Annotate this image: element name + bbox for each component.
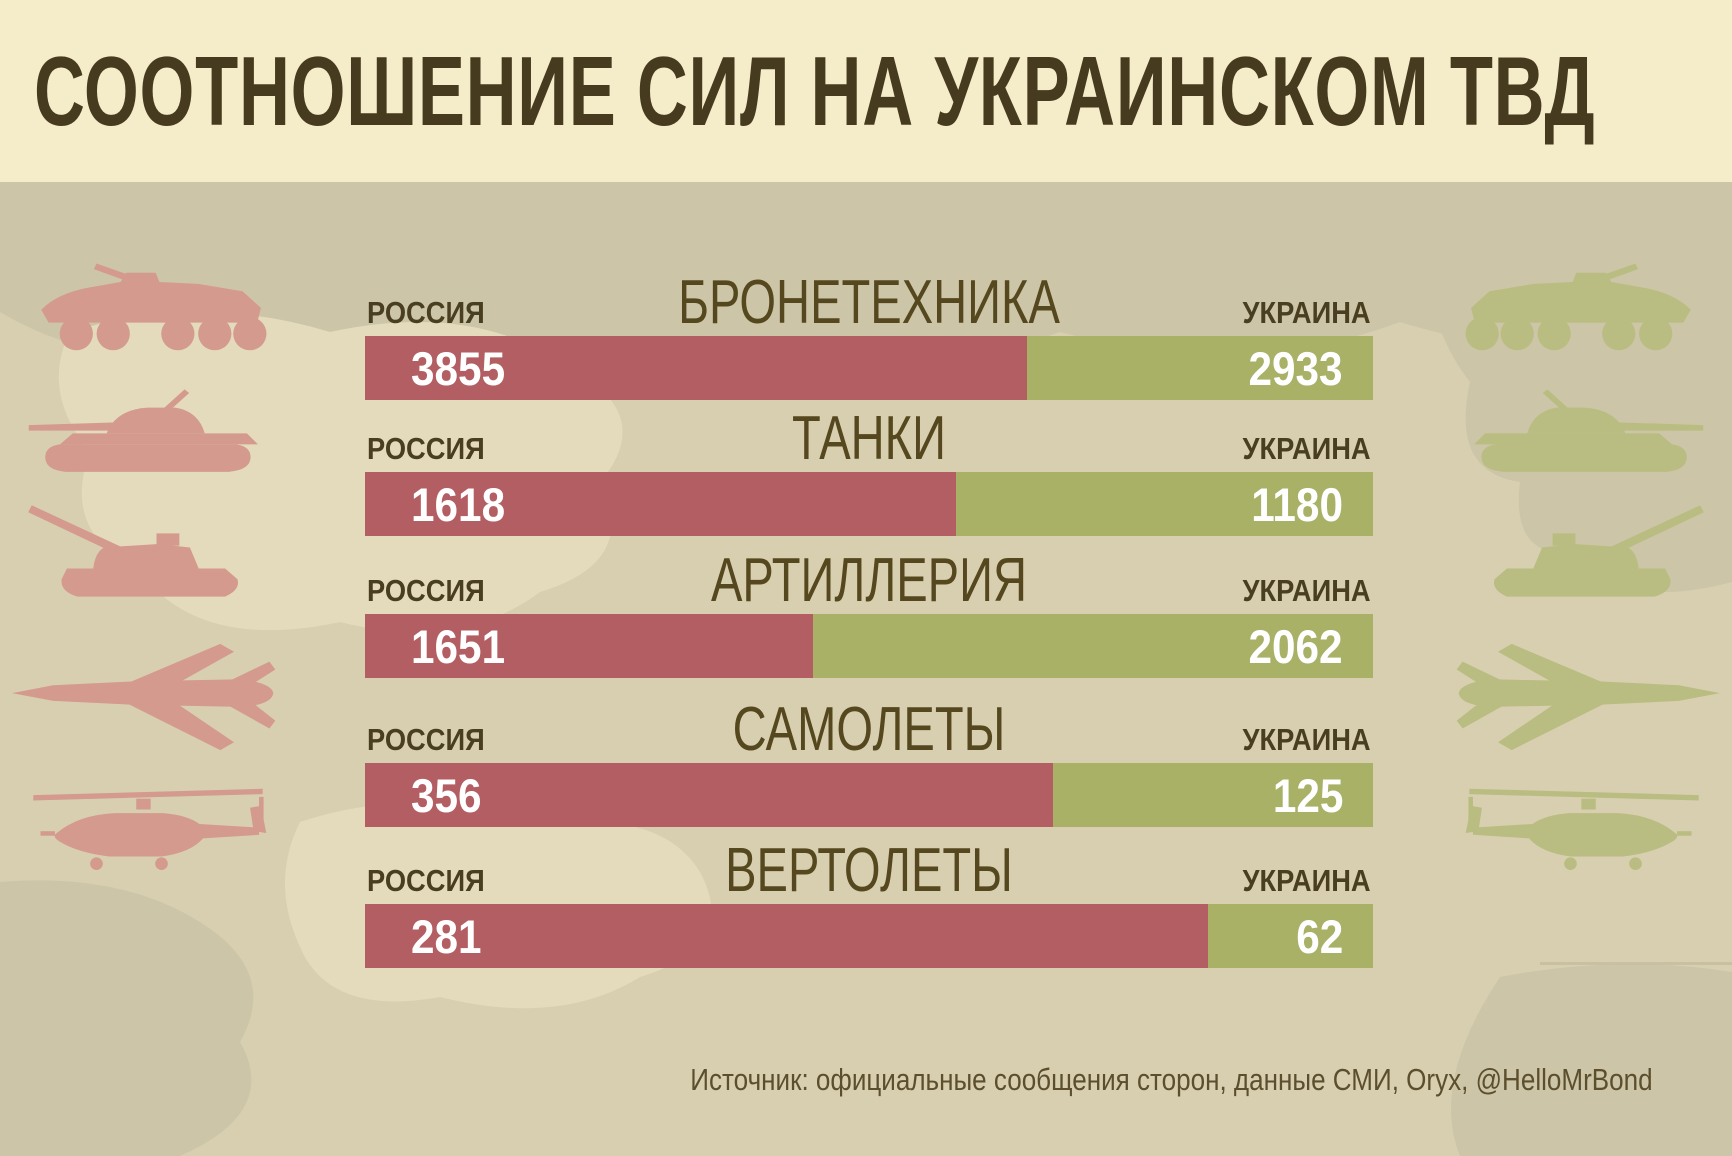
row-armored-vehicles: РОССИЯ БРОНЕТЕХНИКА УКРАИНА 3855 2933 [365, 272, 1373, 400]
helicopter-icon [22, 777, 292, 889]
row-helicopters: РОССИЯ ВЕРТОЛЕТЫ УКРАИНА 281 62 [365, 840, 1373, 968]
row-artillery: РОССИЯ АРТИЛЛЕРИЯ УКРАИНА 1651 2062 [365, 550, 1373, 678]
artillery-icon [12, 500, 287, 616]
russia-label: РОССИЯ [367, 863, 485, 898]
apc-icon [1460, 250, 1700, 362]
category-title: АРТИЛЛЕРИЯ [711, 546, 1027, 615]
stacked-bar: 356 125 [365, 763, 1373, 827]
ukraine-value: 125 [1272, 768, 1343, 822]
ukraine-bar-segment: 2062 [812, 614, 1373, 678]
stacked-bar: 1618 1180 [365, 472, 1373, 536]
ukraine-label: УКРАИНА [1242, 431, 1371, 466]
ukraine-bar-segment: 125 [1053, 763, 1373, 827]
category-title: БРОНЕТЕХНИКА [678, 268, 1060, 337]
stacked-bar: 3855 2933 [365, 336, 1373, 400]
helicopter-icon [1440, 777, 1710, 889]
ukraine-value: 62 [1295, 909, 1343, 963]
ukraine-bar-segment: 1180 [955, 472, 1373, 536]
chart-area: РОССИЯ БРОНЕТЕХНИКА УКРАИНА 3855 2933 РО… [0, 182, 1732, 1156]
russia-bar-segment: 281 [365, 904, 1208, 968]
stacked-bar: 281 62 [365, 904, 1373, 968]
category-title: ВЕРТОЛЕТЫ [725, 836, 1013, 905]
russia-value: 3855 [411, 341, 506, 395]
ukraine-bar-segment: 2933 [1027, 336, 1373, 400]
russia-value: 1618 [411, 477, 506, 531]
row-aircraft: РОССИЯ САМОЛЕТЫ УКРАИНА 356 125 [365, 699, 1373, 827]
russia-label: РОССИЯ [367, 573, 485, 608]
ukraine-value: 1180 [1251, 477, 1343, 531]
russia-label: РОССИЯ [367, 295, 485, 330]
russia-bar-segment: 1651 [365, 614, 813, 678]
page-title: СООТНОШЕНИЕ СИЛ НА УКРАИНСКОМ ТВД [34, 35, 1596, 146]
russia-bar-segment: 3855 [365, 336, 1028, 400]
tank-icon [1447, 382, 1712, 492]
russia-value: 281 [411, 909, 482, 963]
russia-bar-segment: 356 [365, 763, 1054, 827]
ukraine-label: УКРАИНА [1242, 295, 1371, 330]
category-title: САМОЛЕТЫ [732, 695, 1006, 764]
jet-icon [8, 630, 293, 764]
russia-label: РОССИЯ [367, 431, 485, 466]
ukraine-label: УКРАИНА [1242, 722, 1371, 757]
russia-value: 1651 [411, 619, 506, 673]
ukraine-label: УКРАИНА [1242, 863, 1371, 898]
header-band: СООТНОШЕНИЕ СИЛ НА УКРАИНСКОМ ТВД [0, 0, 1732, 182]
apc-icon [32, 250, 272, 362]
jet-icon [1439, 630, 1724, 764]
source-note: Источник: официальные сообщения сторон, … [690, 1062, 1653, 1097]
ukraine-bar-segment: 62 [1207, 904, 1373, 968]
stacked-bar: 1651 2062 [365, 614, 1373, 678]
tank-icon [20, 382, 285, 492]
russia-label: РОССИЯ [367, 722, 485, 757]
ukraine-value: 2933 [1248, 341, 1343, 395]
row-tanks: РОССИЯ ТАНКИ УКРАИНА 1618 1180 [365, 408, 1373, 536]
ukraine-value: 2062 [1248, 619, 1343, 673]
artillery-icon [1445, 500, 1720, 616]
category-title: ТАНКИ [792, 404, 946, 473]
bars-chart: РОССИЯ БРОНЕТЕХНИКА УКРАИНА 3855 2933 РО… [365, 182, 1373, 1156]
russia-value: 356 [411, 768, 482, 822]
ukraine-label: УКРАИНА [1242, 573, 1371, 608]
russia-bar-segment: 1618 [365, 472, 956, 536]
